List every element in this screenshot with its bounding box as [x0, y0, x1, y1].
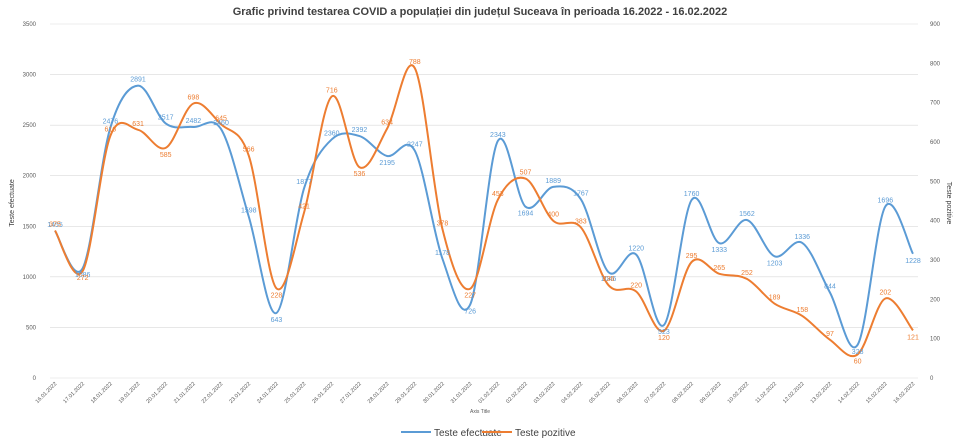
- y2-axis-label: Teste pozitive: [945, 182, 952, 225]
- data-label-teste-pozitive: 716: [326, 87, 338, 94]
- y2-tick-label: 300: [930, 258, 941, 264]
- legend-label-teste-pozitive: Teste pozitive: [515, 428, 576, 439]
- data-label-teste-pozitive: 375: [49, 222, 61, 229]
- data-label-teste-efectuate: 1598: [241, 207, 257, 214]
- y-tick-label: 500: [26, 325, 37, 331]
- data-label-teste-pozitive: 121: [907, 334, 919, 341]
- y2-tick-label: 900: [930, 22, 941, 28]
- y2-tick-label: 0: [930, 376, 934, 382]
- data-label-teste-efectuate: 2343: [490, 132, 506, 139]
- data-label-teste-pozitive: 295: [686, 253, 698, 260]
- legend: Teste efectuate Teste pozitive: [401, 428, 576, 439]
- data-label-teste-efectuate: 2891: [130, 77, 146, 84]
- data-label-teste-pozitive: 227: [464, 293, 476, 300]
- y2-tick-label: 800: [930, 61, 941, 67]
- data-label-teste-pozitive: 228: [271, 292, 283, 299]
- data-label-teste-pozitive: 383: [575, 218, 587, 225]
- data-label-teste-pozitive: 616: [105, 127, 117, 134]
- data-label-teste-pozitive: 585: [160, 152, 172, 159]
- y-tick-label: 3500: [23, 22, 37, 28]
- data-label-teste-efectuate: 1203: [767, 260, 783, 267]
- data-label-teste-pozitive: 158: [796, 307, 808, 314]
- data-label-teste-pozitive: 453: [492, 191, 504, 198]
- data-label-teste-pozitive: 265: [713, 265, 725, 272]
- series-line-teste-efectuate: [54, 84, 914, 349]
- data-label-teste-pozitive: 189: [769, 295, 781, 302]
- data-label-teste-efectuate: 1760: [684, 191, 700, 198]
- data-label-teste-efectuate: 1889: [545, 178, 561, 185]
- x-axis-label: Axis Title: [470, 409, 490, 415]
- data-label-teste-efectuate: 1696: [878, 197, 894, 204]
- data-label-teste-pozitive: 566: [243, 146, 255, 153]
- y2-tick-label: 500: [930, 179, 941, 185]
- y2-tick-label: 100: [930, 337, 941, 343]
- data-label-teste-efectuate: 1767: [573, 190, 589, 197]
- data-label-teste-efectuate: 1336: [795, 234, 811, 241]
- data-label-teste-efectuate: 1046: [601, 276, 617, 283]
- y-tick-label: 2500: [23, 123, 37, 129]
- data-label-teste-efectuate: 1877: [296, 179, 312, 186]
- data-label-teste-efectuate: 844: [824, 284, 836, 291]
- data-label-teste-efectuate: 2517: [158, 114, 174, 121]
- data-label-teste-pozitive: 400: [547, 212, 559, 219]
- data-label-teste-pozitive: 60: [854, 358, 862, 365]
- data-label-teste-efectuate: 2360: [324, 130, 340, 137]
- y-tick-label: 2000: [23, 174, 37, 180]
- y2-tick-label: 700: [930, 101, 941, 107]
- data-label-teste-efectuate: 1220: [628, 246, 644, 253]
- data-label-teste-efectuate: 2482: [186, 118, 202, 125]
- data-label-teste-efectuate: 523: [658, 329, 670, 336]
- y-axis-label: Teste efectuate: [9, 179, 16, 227]
- data-label-teste-pozitive: 120: [658, 335, 670, 342]
- legend-label-teste-efectuate: Teste efectuate: [434, 428, 502, 439]
- data-label-teste-efectuate: 1228: [905, 258, 921, 265]
- data-label-teste-efectuate: 1694: [518, 211, 534, 218]
- data-label-teste-efectuate: 1562: [739, 211, 755, 218]
- data-label-teste-efectuate: 2460: [213, 120, 229, 127]
- y-tick-label: 1500: [23, 224, 37, 230]
- data-label-teste-efectuate: 643: [271, 317, 283, 324]
- data-label-teste-pozitive: 634: [381, 120, 393, 127]
- data-label-teste-pozitive: 631: [132, 121, 144, 128]
- data-label-teste-efectuate: 1086: [75, 272, 91, 279]
- y-tick-label: 1000: [23, 275, 37, 281]
- data-label-teste-efectuate: 1178: [435, 250, 450, 257]
- data-label-teste-pozitive: 645: [215, 115, 227, 122]
- data-label-teste-pozitive: 236: [603, 276, 615, 283]
- data-label-teste-pozitive: 507: [520, 170, 532, 177]
- y-tick-label: 0: [33, 376, 37, 382]
- data-label-teste-pozitive: 220: [630, 282, 642, 289]
- data-label-teste-pozitive: 788: [409, 59, 421, 66]
- data-label-teste-efectuate: 2476: [103, 119, 119, 126]
- y2-tick-label: 200: [930, 297, 941, 303]
- y2-tick-label: 600: [930, 140, 941, 146]
- data-label-teste-pozitive: 378: [437, 220, 449, 227]
- y2-tick-label: 400: [930, 219, 941, 225]
- data-label-teste-pozitive: 272: [77, 275, 89, 282]
- data-label-teste-pozitive: 698: [188, 94, 200, 101]
- data-label-teste-efectuate: 726: [464, 309, 476, 316]
- data-label-teste-pozitive: 421: [298, 203, 310, 210]
- data-label-teste-efectuate: 2392: [352, 127, 368, 134]
- data-label-teste-pozitive: 536: [354, 171, 366, 178]
- chart-title: Grafic privind testarea COVID a populați…: [233, 6, 728, 18]
- data-label-teste-pozitive: 202: [879, 290, 891, 297]
- data-label-teste-pozitive: 252: [741, 270, 753, 277]
- data-label-teste-pozitive: 97: [826, 331, 834, 338]
- data-label-teste-efectuate: 2247: [407, 142, 423, 149]
- data-label-teste-efectuate: 2195: [379, 160, 395, 167]
- y-tick-label: 3000: [23, 73, 37, 79]
- data-label-teste-efectuate: 328: [852, 349, 864, 356]
- data-label-teste-efectuate: 1455: [47, 222, 63, 229]
- series-line-teste-pozitive: [54, 64, 914, 358]
- data-label-teste-efectuate: 1333: [711, 247, 727, 254]
